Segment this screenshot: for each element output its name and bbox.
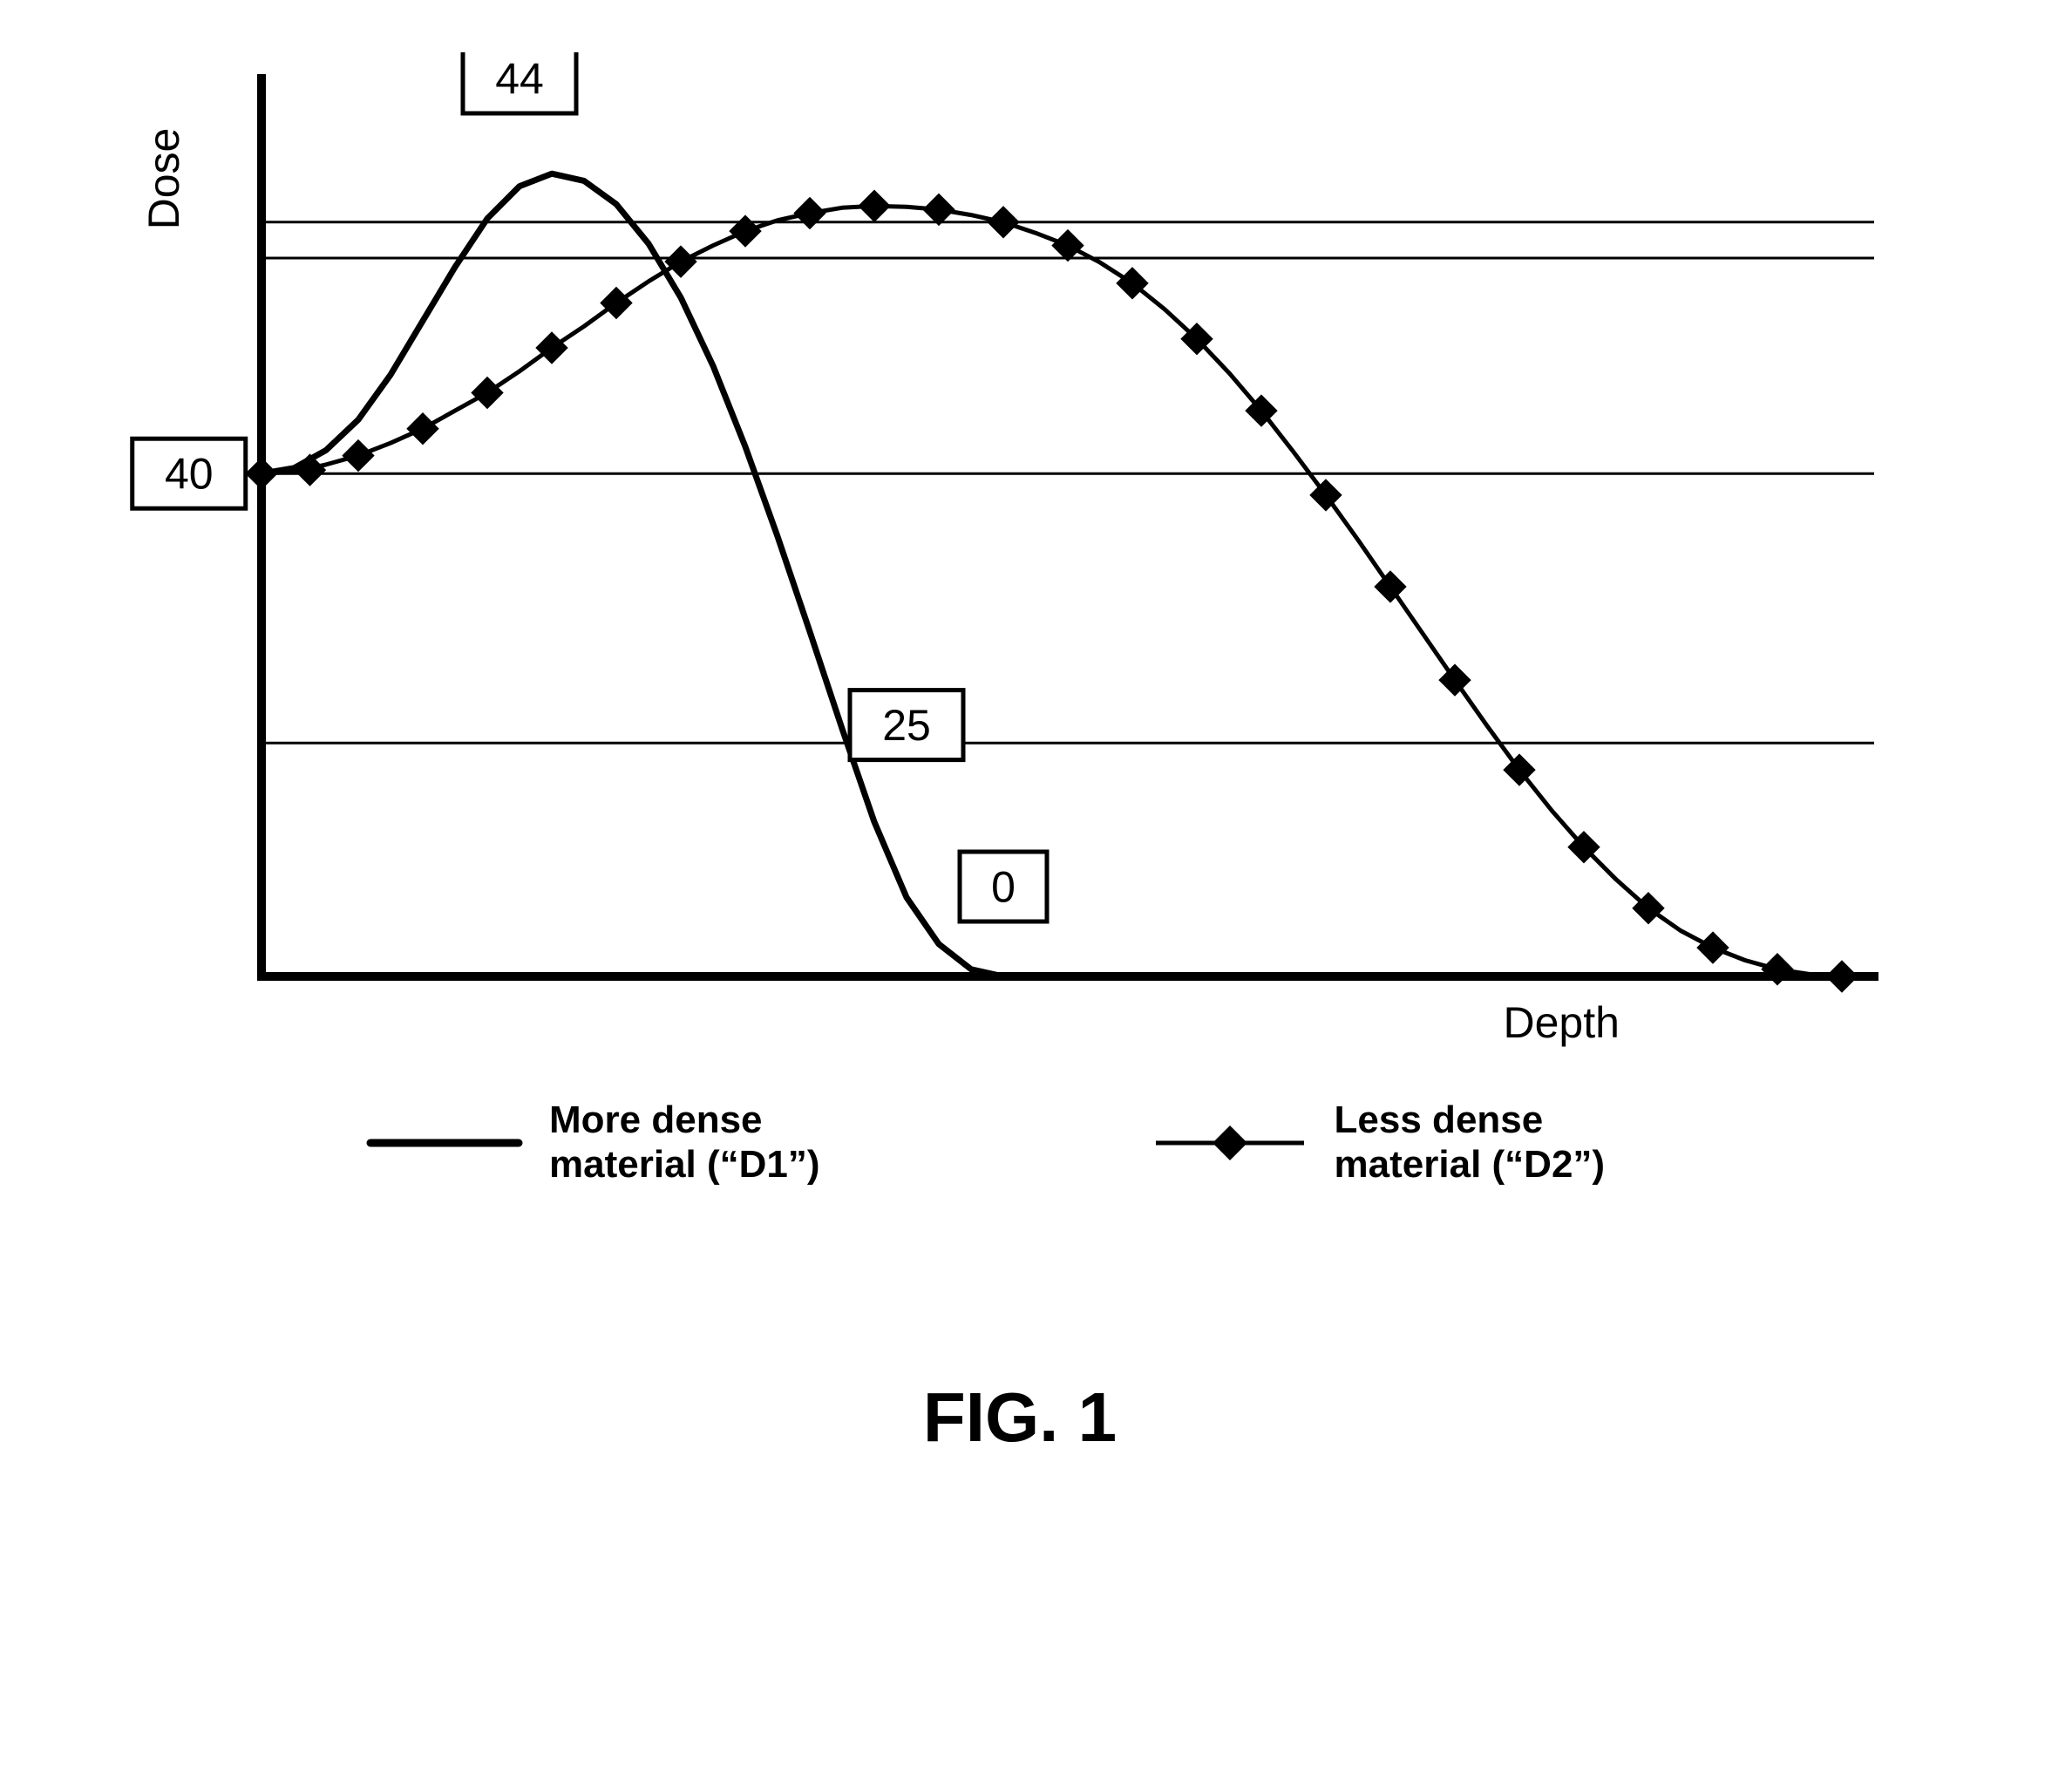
- svg-text:40: 40: [165, 450, 214, 499]
- svg-text:25: 25: [882, 701, 931, 750]
- dose-depth-chart: Dose Depth 40 44 25 0: [105, 52, 1935, 1064]
- svg-text:Depth: Depth: [1504, 998, 1620, 1047]
- figure-caption: FIG. 1: [105, 1377, 1935, 1458]
- legend-swatch-d1: [366, 1117, 523, 1169]
- legend: More dense material (“D1”) Less dense ma…: [366, 1098, 1605, 1187]
- figure-container: Dose Depth 40 44 25 0 More dense material (“D…: [105, 52, 1967, 1723]
- legend-entry-d1: More dense material (“D1”): [366, 1098, 820, 1187]
- legend-label-d2: Less dense material (“D2”): [1335, 1098, 1606, 1187]
- svg-text:0: 0: [991, 863, 1016, 912]
- legend-label-d1: More dense material (“D1”): [549, 1098, 820, 1187]
- legend-entry-d2: Less dense material (“D2”): [1151, 1098, 1606, 1187]
- svg-text:44: 44: [495, 55, 544, 104]
- legend-swatch-d2: [1151, 1117, 1308, 1169]
- svg-text:Dose: Dose: [139, 128, 188, 230]
